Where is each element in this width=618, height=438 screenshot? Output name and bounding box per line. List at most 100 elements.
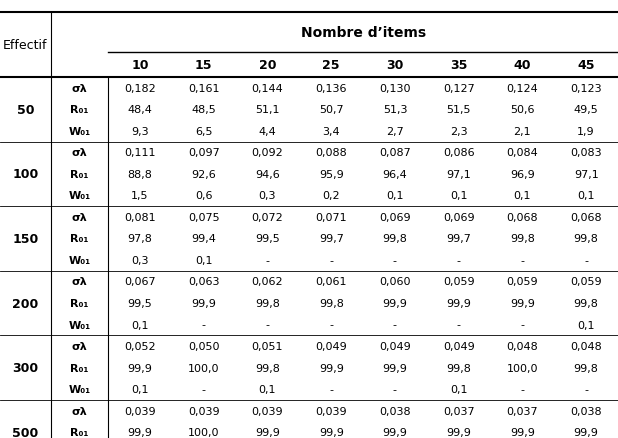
Text: 0,039: 0,039	[188, 406, 219, 416]
Text: -: -	[329, 255, 333, 265]
Text: 49,5: 49,5	[574, 105, 598, 115]
Text: -: -	[520, 320, 525, 330]
Text: 45: 45	[577, 59, 595, 72]
Text: 3,4: 3,4	[323, 127, 340, 137]
Text: 0,124: 0,124	[507, 84, 538, 94]
Text: 99,8: 99,8	[446, 363, 471, 373]
Text: 51,5: 51,5	[446, 105, 471, 115]
Text: 0,050: 0,050	[188, 341, 219, 351]
Text: 99,4: 99,4	[192, 234, 216, 244]
Text: 50,6: 50,6	[510, 105, 535, 115]
Text: 99,5: 99,5	[128, 298, 153, 308]
Text: 2,1: 2,1	[514, 127, 531, 137]
Text: 99,9: 99,9	[383, 427, 407, 437]
Text: 1,5: 1,5	[131, 191, 149, 201]
Text: R₀₁: R₀₁	[70, 427, 88, 437]
Text: 9,3: 9,3	[131, 127, 149, 137]
Text: 96,9: 96,9	[510, 170, 535, 180]
Text: 99,5: 99,5	[255, 234, 280, 244]
Text: 100,0: 100,0	[188, 427, 219, 437]
Text: 0,1: 0,1	[577, 191, 595, 201]
Text: 0,069: 0,069	[443, 212, 475, 223]
Text: 0,1: 0,1	[131, 320, 149, 330]
Text: 50: 50	[17, 104, 34, 117]
Text: 0,3: 0,3	[131, 255, 149, 265]
Text: 99,9: 99,9	[127, 363, 153, 373]
Text: 100: 100	[12, 168, 38, 181]
Text: 0,039: 0,039	[124, 406, 156, 416]
Text: 2,7: 2,7	[386, 127, 404, 137]
Text: W₀₁: W₀₁	[69, 191, 90, 201]
Text: 0,130: 0,130	[379, 84, 411, 94]
Text: 0,136: 0,136	[315, 84, 347, 94]
Text: 94,6: 94,6	[255, 170, 280, 180]
Text: 0,037: 0,037	[507, 406, 538, 416]
Text: 48,5: 48,5	[192, 105, 216, 115]
Text: 99,9: 99,9	[446, 427, 471, 437]
Text: 99,9: 99,9	[127, 427, 153, 437]
Text: 99,9: 99,9	[574, 427, 599, 437]
Text: 0,086: 0,086	[443, 148, 475, 158]
Text: 0,049: 0,049	[442, 341, 475, 351]
Text: 0,084: 0,084	[507, 148, 538, 158]
Text: 0,048: 0,048	[507, 341, 538, 351]
Text: -: -	[329, 320, 333, 330]
Text: 99,9: 99,9	[255, 427, 280, 437]
Text: 1,9: 1,9	[577, 127, 595, 137]
Text: 35: 35	[450, 59, 467, 72]
Text: 0,1: 0,1	[450, 191, 467, 201]
Text: R₀₁: R₀₁	[70, 298, 88, 308]
Text: 99,8: 99,8	[255, 298, 280, 308]
Text: R₀₁: R₀₁	[70, 363, 88, 373]
Text: W₀₁: W₀₁	[69, 127, 90, 137]
Text: 0,144: 0,144	[252, 84, 284, 94]
Text: 99,8: 99,8	[383, 234, 407, 244]
Text: 50,7: 50,7	[319, 105, 344, 115]
Text: -: -	[584, 255, 588, 265]
Text: -: -	[201, 384, 206, 394]
Text: σλ: σλ	[72, 341, 87, 351]
Text: 0,071: 0,071	[315, 212, 347, 223]
Text: 99,9: 99,9	[192, 298, 216, 308]
Text: 4,4: 4,4	[258, 127, 276, 137]
Text: 0,1: 0,1	[514, 191, 531, 201]
Text: 97,1: 97,1	[574, 170, 598, 180]
Text: 0,060: 0,060	[379, 277, 411, 287]
Text: 0,059: 0,059	[443, 277, 475, 287]
Text: -: -	[329, 384, 333, 394]
Text: 0,127: 0,127	[442, 84, 475, 94]
Text: 0,069: 0,069	[379, 212, 411, 223]
Text: 99,7: 99,7	[319, 234, 344, 244]
Text: 0,1: 0,1	[577, 320, 595, 330]
Text: 99,9: 99,9	[510, 427, 535, 437]
Text: R₀₁: R₀₁	[70, 234, 88, 244]
Text: 99,9: 99,9	[383, 298, 407, 308]
Text: 500: 500	[12, 426, 38, 438]
Text: 0,068: 0,068	[570, 212, 602, 223]
Text: 0,068: 0,068	[507, 212, 538, 223]
Text: σλ: σλ	[72, 84, 87, 94]
Text: 99,8: 99,8	[319, 298, 344, 308]
Text: 88,8: 88,8	[127, 170, 153, 180]
Text: 0,062: 0,062	[252, 277, 283, 287]
Text: -: -	[393, 255, 397, 265]
Text: -: -	[457, 320, 460, 330]
Text: 0,063: 0,063	[188, 277, 219, 287]
Text: 99,9: 99,9	[319, 363, 344, 373]
Text: 25: 25	[323, 59, 340, 72]
Text: 99,7: 99,7	[446, 234, 471, 244]
Text: σλ: σλ	[72, 212, 87, 223]
Text: 0,039: 0,039	[315, 406, 347, 416]
Text: σλ: σλ	[72, 277, 87, 287]
Text: 99,8: 99,8	[574, 363, 599, 373]
Text: -: -	[201, 320, 206, 330]
Text: 0,6: 0,6	[195, 191, 213, 201]
Text: 0,051: 0,051	[252, 341, 283, 351]
Text: 99,9: 99,9	[446, 298, 471, 308]
Text: R₀₁: R₀₁	[70, 105, 88, 115]
Text: 99,8: 99,8	[574, 234, 599, 244]
Text: 0,087: 0,087	[379, 148, 411, 158]
Text: -: -	[584, 384, 588, 394]
Text: 100,0: 100,0	[507, 363, 538, 373]
Text: 0,039: 0,039	[252, 406, 283, 416]
